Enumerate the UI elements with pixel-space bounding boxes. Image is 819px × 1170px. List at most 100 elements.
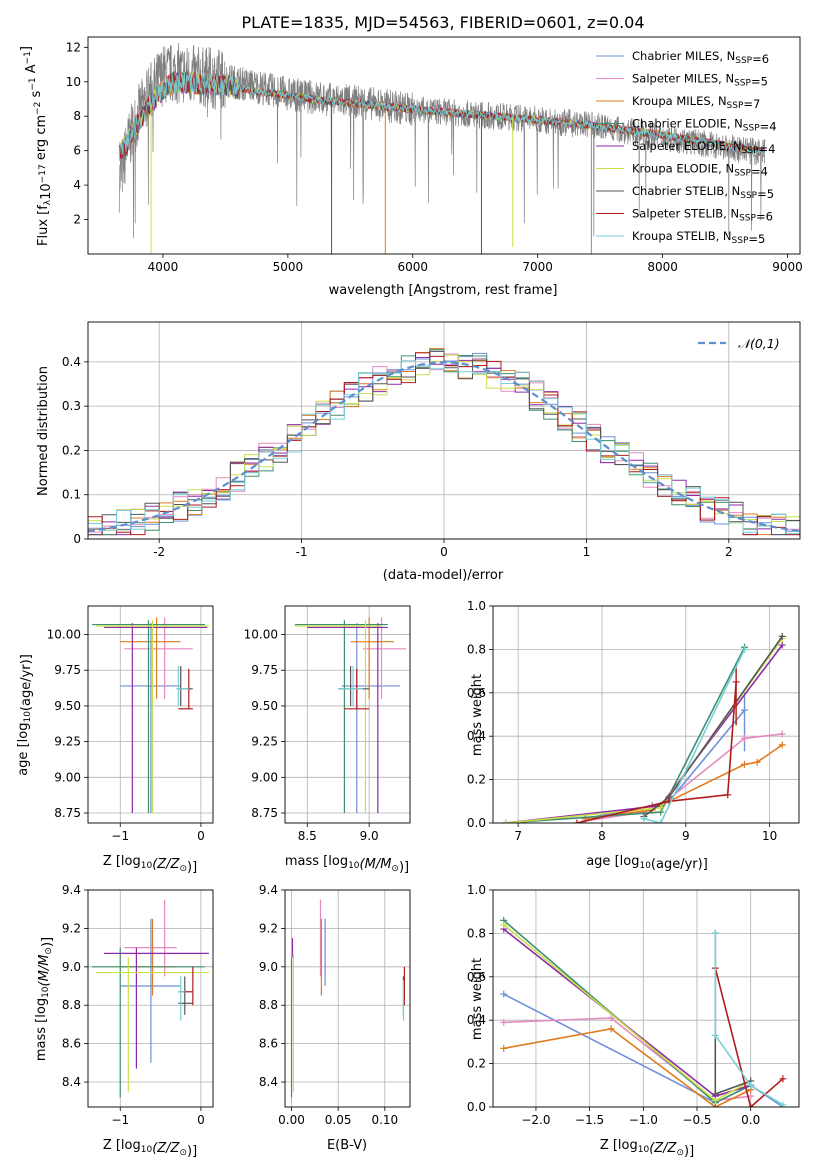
axes-frame <box>492 605 800 824</box>
axes-frame <box>87 889 214 1108</box>
y-tick-label: 0.6 <box>467 970 486 984</box>
x-tick-label: 1 <box>583 545 591 559</box>
legend-label: Kroupa MILES, NSSP=7 <box>632 94 760 111</box>
wZ-ylabel: mass weight <box>470 958 485 1040</box>
spectrum-xlabel: wavelength [Angstrom, rest frame] <box>329 283 558 298</box>
weight-line <box>714 933 784 1106</box>
x-tick-label: 7 <box>514 829 522 843</box>
x-tick-label: 6000 <box>397 260 428 274</box>
y-tick-label: 9.25 <box>251 735 278 749</box>
residuals-ylabel: Normed distribution <box>36 366 51 496</box>
weight-marker <box>657 819 665 823</box>
legend-label: Chabrier STELIB, NSSP=5 <box>632 184 774 201</box>
weight-marker <box>500 921 508 929</box>
y-tick-label: 0.0 <box>467 1100 486 1114</box>
weight-marker <box>779 1101 787 1107</box>
weight-marker <box>711 1096 719 1104</box>
y-tick-label: 6 <box>73 144 81 158</box>
residuals-plot: -2 -1 0 1 2 0 0.1 0.2 0.3 0.4 𝒩(0,1) <box>62 321 801 559</box>
y-tick-label: 8.6 <box>259 1037 278 1051</box>
weight-marker <box>741 734 749 742</box>
x-tick-label: −1.5 <box>575 1113 604 1127</box>
weight-marker <box>724 791 732 799</box>
spectrum-ylabel: Flux [fλ10−17 erg cm−2 s−1 A−1] <box>19 46 54 246</box>
y-tick-label: 9.50 <box>251 699 278 713</box>
massZ-ylabel: mass [log10(M/M⊙)] <box>34 937 55 1061</box>
y-tick-label: 8.8 <box>62 998 81 1012</box>
age-vs-mass-plot: 8.5 9.0 8.75 9.00 9.25 9.50 9.75 10.00 <box>244 605 411 843</box>
y-tick-label: 8.4 <box>259 1075 278 1089</box>
histograms <box>88 347 800 536</box>
y-tick-label: 0.2 <box>467 773 486 787</box>
axes-frame <box>492 889 800 1108</box>
y-tick-label: 9.2 <box>62 921 81 935</box>
x-tick-label: 9 <box>682 829 690 843</box>
x-tick-label: 0.10 <box>371 1113 398 1127</box>
weight-marker <box>778 730 786 738</box>
y-tick-label: 0.4 <box>467 729 486 743</box>
y-tick-label: 0.8 <box>467 642 486 656</box>
weight-marker <box>753 758 761 766</box>
model-spectrum <box>118 71 765 161</box>
x-tick-label: 9.0 <box>360 829 379 843</box>
error-bars <box>290 899 406 1098</box>
weight-marker <box>500 990 508 998</box>
massEBV-xlabel: E(B-V) <box>327 1138 367 1153</box>
y-tick-label: 9.00 <box>251 770 278 784</box>
y-tick-label: 8.6 <box>62 1037 81 1051</box>
weight-marker <box>778 741 786 749</box>
y-tick-label: 0 <box>73 532 81 546</box>
x-tick-label: 7000 <box>522 260 553 274</box>
wZ-xlabel: Z [log10(Z/Z⊙)] <box>600 1138 694 1159</box>
y-tick-label: 0.1 <box>62 488 81 502</box>
y-tick-label: 10.00 <box>47 628 81 642</box>
y-tick-label: 8.4 <box>62 1075 81 1089</box>
weight-marker <box>741 760 749 768</box>
y-tick-label: 9.25 <box>54 735 81 749</box>
residual-histogram <box>88 360 800 536</box>
legend-label: Kroupa ELODIE, NSSP=4 <box>632 162 768 179</box>
legend-label: Salpeter STELIB, NSSP=6 <box>632 207 773 224</box>
y-tick-label: 0.8 <box>467 926 486 940</box>
axes-frame <box>87 36 801 255</box>
legend-label: Salpeter ELODIE, NSSP=4 <box>632 139 775 156</box>
y-tick-label: 8 <box>73 109 81 123</box>
spectrum-legend: Chabrier MILES, NSSP=6 Salpeter MILES, NS… <box>596 49 777 246</box>
weight-marker <box>779 1075 787 1083</box>
wAge-ylabel: mass weight <box>470 674 485 756</box>
weight-vs-metallicity-plot: −2.0 −1.5 −1.0 −0.5 0.0 0.0 0.2 0.4 0.6 0.8 1.0 <box>467 883 800 1127</box>
y-tick-label: 1.0 <box>467 883 486 897</box>
y-tick-label: 8.8 <box>259 998 278 1012</box>
weight-vs-age-plot: 7 8 9 10 0.0 0.2 0.4 0.6 0.8 1.0 <box>467 599 800 843</box>
error-bars <box>92 899 209 1098</box>
y-tick-label: 8.75 <box>54 806 81 820</box>
y-tick-label: 10.00 <box>244 628 278 642</box>
weight-line <box>585 744 783 820</box>
y-tick-label: 0.2 <box>467 1057 486 1071</box>
weight-marker <box>741 645 749 653</box>
axes-frame <box>284 889 411 1108</box>
y-tick-label: 9.75 <box>251 663 278 677</box>
y-tick-label: 9.4 <box>62 883 81 897</box>
y-tick-label: 2 <box>73 213 81 227</box>
x-tick-label: 0 <box>197 1113 205 1127</box>
weight-marker <box>607 1025 615 1033</box>
weight-line <box>503 1028 752 1107</box>
y-tick-label: 9.2 <box>259 921 278 935</box>
weight-series <box>500 916 787 1107</box>
y-tick-label: 9.0 <box>62 960 81 974</box>
y-tick-label: 0.4 <box>62 355 81 369</box>
weight-marker <box>711 929 719 937</box>
x-tick-label: −1 <box>111 1113 129 1127</box>
y-tick-label: 0.2 <box>62 443 81 457</box>
age-vs-metallicity-plot: −1 0 8.75 9.00 9.25 9.50 9.75 10.00 <box>47 605 214 843</box>
x-tick-label: 0.0 <box>741 1113 760 1127</box>
axes-frame <box>87 605 214 824</box>
y-tick-label: 4 <box>73 178 81 192</box>
x-tick-label: −0.5 <box>682 1113 711 1127</box>
weight-marker <box>640 815 648 823</box>
legend-label: Kroupa STELIB, NSSP=5 <box>632 229 765 246</box>
x-tick-label: 9000 <box>772 260 803 274</box>
weight-marker <box>747 1103 755 1107</box>
